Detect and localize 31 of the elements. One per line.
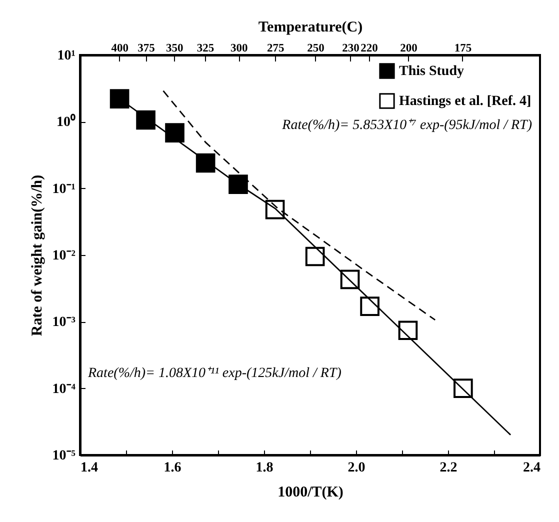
- y-tick-label: 10⁻⁵: [52, 448, 76, 464]
- annotation: Rate(%/h)= 5.853X10⁺⁷ exp-(95kJ/mol / RT): [281, 118, 532, 133]
- legend-label: Hastings et al. [Ref. 4]: [399, 94, 532, 109]
- y-tick-label: 10⁻²: [52, 248, 76, 264]
- text: 350: [166, 42, 184, 54]
- text: 230: [342, 42, 360, 54]
- text: 400: [111, 42, 129, 54]
- text: 275: [267, 42, 285, 54]
- x-tick-label: 1.4: [80, 460, 98, 476]
- x-tick-label: 1.8: [256, 460, 274, 476]
- y-tick-label: 10⁻¹: [52, 182, 76, 197]
- y-tick-label: 10¹: [57, 48, 76, 64]
- x-tick-label: 2.0: [348, 460, 366, 476]
- text: 175: [454, 42, 472, 54]
- x-axis-title: 1000/T(K): [278, 484, 344, 500]
- text: 220: [360, 42, 378, 54]
- text: 325: [196, 42, 214, 54]
- x2-axis-title: Temperature(C): [258, 20, 363, 36]
- annotation: Rate(%/h)= 1.08X10⁺¹¹ exp-(125kJ/mol / RT): [87, 366, 342, 381]
- y-axis-title: Rate of weight gain(%/h): [29, 174, 46, 336]
- legend-label: This Study: [399, 64, 464, 79]
- x-tick-label: 1.6: [164, 460, 182, 476]
- x-tick-label: 2.4: [523, 460, 540, 476]
- x-tick-label: 2.2: [440, 460, 458, 476]
- y-tick-label: 10⁰: [56, 113, 76, 130]
- text: 200: [400, 42, 418, 54]
- text: 250: [307, 42, 325, 54]
- y-tick-label: 10⁻³: [52, 315, 76, 330]
- text: 375: [138, 42, 156, 54]
- y-tick-label: 10⁻⁴: [52, 382, 76, 397]
- text: 300: [230, 42, 248, 54]
